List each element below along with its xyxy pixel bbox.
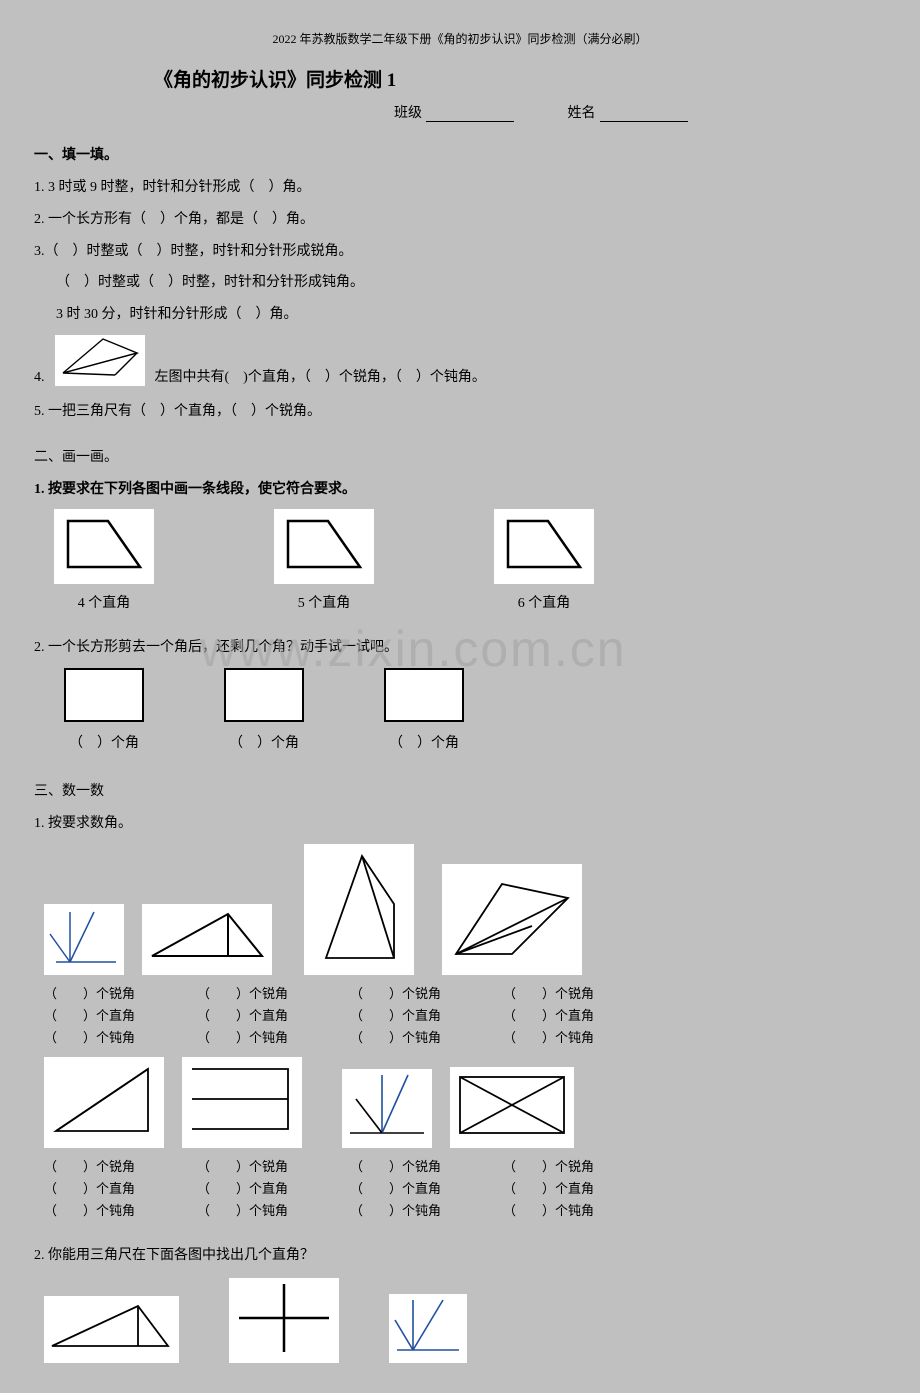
- trapezoid-2: [274, 509, 374, 584]
- s1-q5: 5. 一把三角尺有（ ）个直角，（ ）个锐角。: [34, 400, 886, 424]
- lbl: （ ）个钝角: [350, 1027, 441, 1049]
- lbl: （ ）个钝角: [44, 1200, 135, 1222]
- rect-1: [64, 668, 144, 722]
- class-label: 班级: [394, 106, 422, 121]
- trap3-label: 6 个直角: [494, 592, 594, 612]
- s3-q2: 2. 你能用三角尺在下面各图中找出几个直角？: [34, 1244, 886, 1268]
- s3-final-fig1: [44, 1296, 179, 1363]
- lbl: （ ）个钝角: [197, 1200, 288, 1222]
- name-label: 姓名: [568, 106, 596, 121]
- s3-fig4: [442, 864, 582, 975]
- s3-fig7: [342, 1069, 432, 1148]
- s1-q3c: 3 时 30 分，时针和分针形成（ ）角。: [56, 303, 886, 327]
- lbl: （ ）个锐角: [503, 1156, 594, 1178]
- rect-3: [384, 668, 464, 722]
- section3-heading: 三、数一数: [34, 780, 886, 804]
- lbl: （ ）个直角: [197, 1005, 288, 1027]
- page-title: 《角的初步认识》同步检测 1: [154, 65, 886, 92]
- s3-fig6: [182, 1057, 302, 1148]
- student-fields: 班级 姓名: [394, 102, 886, 122]
- s1-q3b: （ ）时整或（ ）时整，时针和分针形成钝角。: [56, 271, 886, 295]
- lbl: （ ）个锐角: [503, 983, 594, 1005]
- lbl: （ ）个直角: [44, 1178, 135, 1200]
- s1-q4-text: 左图中共有( )个直角，（ ）个锐角，（ ）个钝角。: [155, 366, 486, 386]
- trap2-label: 5 个直角: [274, 592, 374, 612]
- lbl: （ ）个钝角: [44, 1027, 135, 1049]
- class-blank: [426, 108, 514, 122]
- lbl: （ ）个钝角: [197, 1027, 288, 1049]
- lbl: （ ）个直角: [350, 1178, 441, 1200]
- s3-final-fig2: [229, 1278, 339, 1363]
- rect-2: [224, 668, 304, 722]
- header-line: 2022 年苏教版数学二年级下册《角的初步认识》同步检测（满分必刷）: [34, 30, 886, 47]
- trap1-label: 4 个直角: [54, 592, 154, 612]
- lbl: （ ）个锐角: [197, 1156, 288, 1178]
- s1-q3a: 3.（ ）时整或（ ）时整，时针和分针形成锐角。: [34, 240, 886, 264]
- rect3-label: （ ）个角: [384, 732, 464, 752]
- lbl: （ ）个钝角: [503, 1200, 594, 1222]
- lbl: （ ）个锐角: [44, 983, 135, 1005]
- section1-heading: 一、填一填。: [34, 144, 886, 164]
- lbl: （ ）个锐角: [197, 983, 288, 1005]
- s1-q4-figure: [55, 335, 145, 386]
- s3-row2-labels: （ ）个锐角 （ ）个直角 （ ）个钝角 （ ）个锐角 （ ）个直角 （ ）个钝…: [44, 1156, 886, 1222]
- s3-fig8: [450, 1067, 574, 1148]
- s3-q1: 1. 按要求数角。: [34, 812, 886, 836]
- lbl: （ ）个锐角: [350, 1156, 441, 1178]
- s3-final-fig3: [389, 1294, 467, 1363]
- s3-row1-labels: （ ）个锐角 （ ）个直角 （ ）个钝角 （ ）个锐角 （ ）个直角 （ ）个钝…: [44, 983, 886, 1049]
- s3-fig2: [142, 904, 272, 975]
- lbl: （ ）个锐角: [350, 983, 441, 1005]
- s3-fig1: [44, 904, 124, 975]
- s1-q1: 1. 3 时或 9 时整，时针和分针形成（ ）角。: [34, 176, 886, 200]
- trapezoid-3: [494, 509, 594, 584]
- lbl: （ ）个锐角: [44, 1156, 135, 1178]
- lbl: （ ）个钝角: [503, 1027, 594, 1049]
- s2-q1: 1. 按要求在下列各图中画一条线段，使它符合要求。: [34, 478, 886, 502]
- s1-q4-label: 4.: [34, 370, 45, 386]
- s3-fig3: [304, 844, 414, 975]
- lbl: （ ）个直角: [197, 1178, 288, 1200]
- s3-fig5: [44, 1057, 164, 1148]
- lbl: （ ）个钝角: [350, 1200, 441, 1222]
- lbl: （ ）个直角: [503, 1178, 594, 1200]
- name-blank: [600, 108, 688, 122]
- rect1-label: （ ）个角: [64, 732, 144, 752]
- trapezoid-1: [54, 509, 154, 584]
- s1-q2: 2. 一个长方形有（ ）个角，都是（ ）角。: [34, 208, 886, 232]
- s2-q2: 2. 一个长方形剪去一个角后，还剩几个角？动手试一试吧。: [34, 636, 886, 660]
- lbl: （ ）个直角: [350, 1005, 441, 1027]
- section2-heading: 二、画一画。: [34, 446, 886, 470]
- lbl: （ ）个直角: [503, 1005, 594, 1027]
- lbl: （ ）个直角: [44, 1005, 135, 1027]
- rect2-label: （ ）个角: [224, 732, 304, 752]
